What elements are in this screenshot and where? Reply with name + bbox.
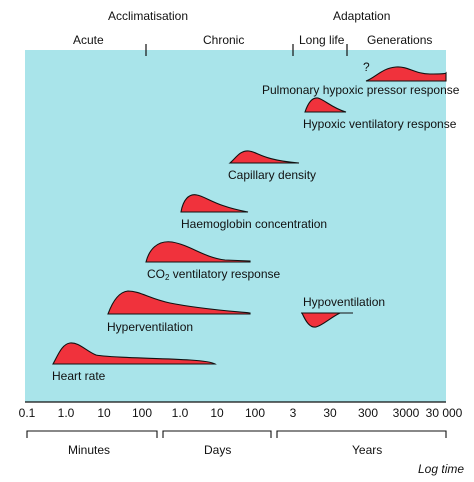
tick-label: 30 000 — [425, 406, 463, 420]
tick-label: 100 — [131, 406, 153, 420]
curve-hypoxic-ventilatory — [304, 97, 347, 113]
group-days: Days — [204, 443, 232, 457]
curve-hypoventilation — [301, 312, 341, 328]
bracket-days — [162, 430, 272, 438]
label-haemoglobin: Haemoglobin concentration — [181, 217, 328, 231]
label-co2-prefix: CO — [147, 267, 165, 281]
tick-label: 300 — [357, 406, 379, 420]
curve-hyperventilation — [107, 290, 251, 315]
label-co2: CO2 ventilatory response — [147, 267, 280, 285]
label-co2-suffix: ventilatory response — [169, 267, 281, 281]
label-hyperventilation: Hyperventilation — [107, 320, 194, 334]
tick-label: 3 — [289, 406, 297, 420]
header-chronic: Chronic — [203, 33, 245, 47]
tick-label: 10 — [210, 406, 224, 420]
curve-haemoglobin — [180, 194, 249, 213]
header-adaptation: Adaptation — [333, 9, 391, 23]
header-generations: Generations — [367, 33, 433, 47]
curve-heart-rate — [52, 342, 217, 365]
curve-co2 — [145, 241, 251, 263]
group-minutes: Minutes — [68, 443, 111, 457]
tick-label: 3000 — [392, 406, 420, 420]
header-acclimatisation: Acclimatisation — [108, 9, 189, 23]
label-hypoxic-ventilatory: Hypoxic ventilatory response — [303, 117, 457, 131]
tick-label: 100 — [244, 406, 266, 420]
tick-label: 1.0 — [171, 406, 189, 420]
tick-label: 30 — [323, 406, 337, 420]
header-acute: Acute — [73, 33, 104, 47]
tick-label: 0.1 — [18, 406, 36, 420]
curve-capillary — [228, 150, 300, 164]
tick-label: 1.0 — [57, 406, 75, 420]
group-years: Years — [352, 443, 383, 457]
curve-pulmonary — [365, 66, 447, 82]
label-pulmonary: Pulmonary hypoxic pressor response — [262, 83, 460, 97]
log-time-label: Log time — [418, 462, 465, 476]
bracket-years — [276, 430, 447, 438]
label-capillary: Capillary density — [228, 168, 317, 182]
label-co2-subscript: 2 — [165, 273, 170, 282]
diagram-panel — [25, 50, 446, 402]
bracket-minutes — [26, 430, 158, 438]
label-heart-rate: Heart rate — [52, 369, 106, 383]
label-hypoventilation: Hypoventilation — [303, 295, 386, 309]
header-long-life: Long life — [299, 33, 345, 47]
label-pulmonary-mark: ? — [363, 60, 370, 74]
tick-label: 10 — [97, 406, 111, 420]
